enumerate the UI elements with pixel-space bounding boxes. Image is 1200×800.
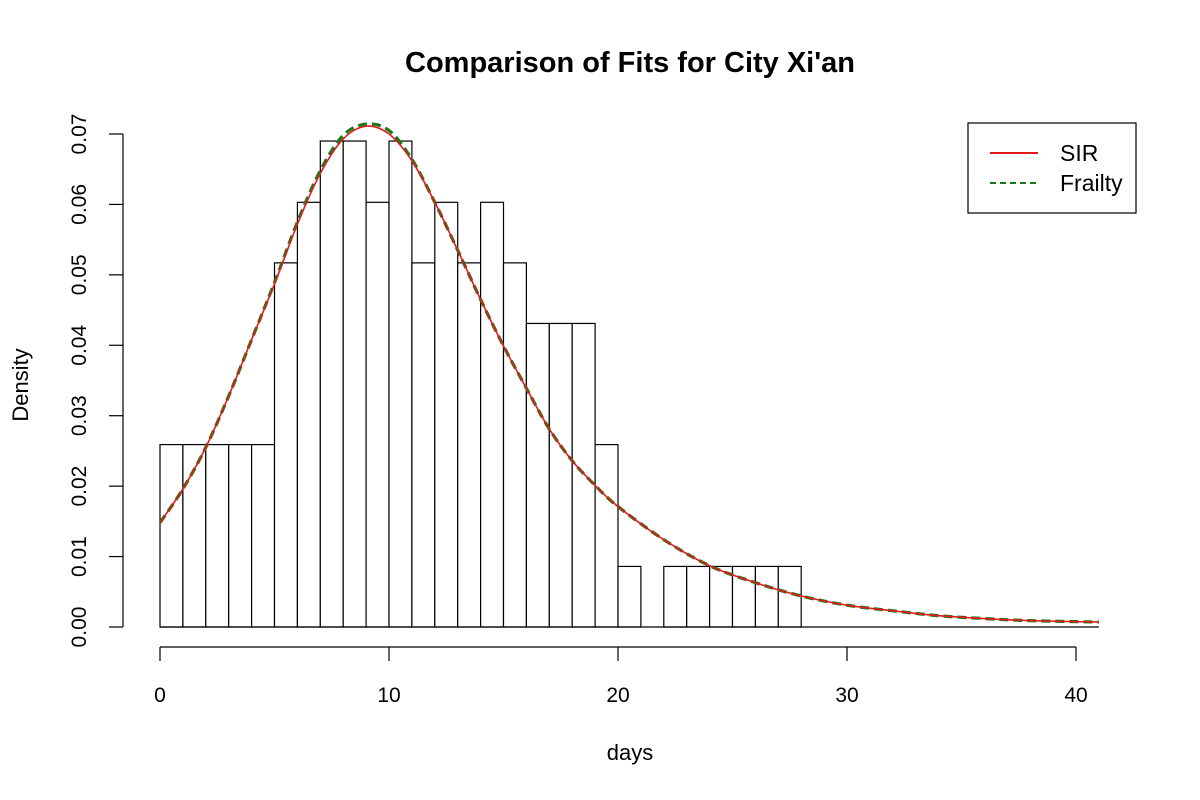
legend-label-frailty: Frailty (1060, 170, 1123, 196)
histogram-bar (434, 201, 459, 628)
legend-label-sir: SIR (1060, 140, 1098, 166)
x-tick-label: 30 (835, 684, 858, 707)
histogram-bar (754, 565, 779, 628)
histogram-bar (617, 565, 642, 628)
histogram-bar (480, 201, 505, 628)
y-tick-label: 0.06 (68, 184, 91, 225)
histogram-bar (296, 201, 321, 628)
y-tick-label: 0.01 (68, 536, 91, 577)
y-axis-label: Density (8, 348, 33, 421)
histogram-bar (594, 443, 619, 628)
y-tick-label: 0.03 (68, 395, 91, 436)
histogram-bar (411, 262, 436, 628)
y-tick-label: 0.04 (68, 325, 91, 366)
histogram-bar (205, 443, 230, 628)
histogram-bar (388, 140, 413, 628)
x-tick-label: 40 (1064, 684, 1087, 707)
x-tick-label: 0 (154, 684, 166, 707)
y-axis: 0.00 0.01 0.02 0.03 0.04 0.05 0.06 0.07 (68, 114, 124, 648)
histogram-bar (525, 322, 550, 628)
y-tick-label: 0.07 (68, 114, 91, 155)
curve-sir (159, 125, 1099, 623)
histogram-bar (571, 322, 596, 628)
histogram-bar (319, 140, 344, 628)
y-tick-label: 0.05 (68, 254, 91, 295)
histogram-bar (686, 565, 711, 628)
y-tick-label: 0.02 (68, 466, 91, 507)
histogram-bar (342, 140, 367, 628)
histogram-bar (457, 262, 482, 628)
x-tick-label: 10 (377, 684, 400, 707)
histogram-bar (708, 565, 734, 628)
x-axis-label: days (607, 740, 653, 765)
legend-box (967, 122, 1137, 214)
histogram-bar (159, 443, 184, 628)
histogram-bar (663, 565, 688, 628)
x-tick-label: 20 (606, 684, 629, 707)
density-curves (158, 122, 1099, 624)
histogram-bar (228, 443, 253, 628)
histogram-bar (548, 322, 573, 628)
histogram-bar (502, 262, 527, 628)
histogram-bar (365, 201, 390, 628)
histogram-bar (251, 443, 276, 628)
x-axis: 0 10 20 30 40 (154, 646, 1088, 707)
legend: SIR Frailty (967, 122, 1137, 214)
chart-title: Comparison of Fits for City Xi'an (405, 47, 855, 79)
histogram-bar (273, 262, 298, 628)
histogram-bars (159, 140, 1099, 628)
y-tick-label: 0.00 (68, 607, 91, 648)
